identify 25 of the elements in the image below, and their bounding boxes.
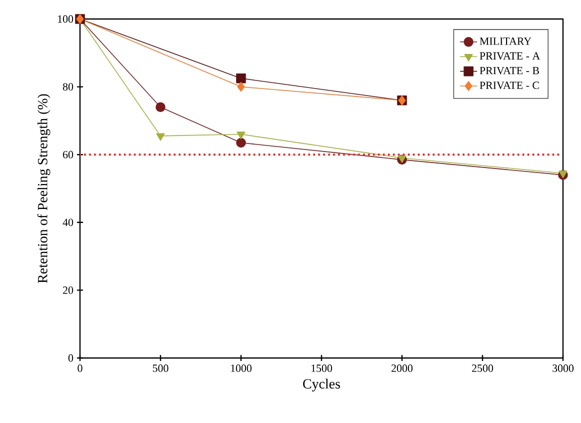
y-tick-label: 60 [63,150,74,158]
point [236,132,246,140]
point [236,138,246,148]
y-tick-label: 0 [68,354,74,362]
legend-label: MILITARY [480,38,532,45]
x-tick-label: 0 [78,364,82,372]
y-tick-label: 100 [58,15,74,23]
legend-label: PRIVATE - A [480,52,540,60]
x-tick-label: 1000 [231,364,252,372]
x-tick-label: 500 [152,364,168,372]
y-tick-label: 40 [62,218,74,226]
y-tick-label: 20 [63,286,74,294]
point [156,102,166,112]
legend-label: PRIVATE - C [480,82,539,90]
point [156,133,165,141]
x-tick-label: 3000 [552,364,574,372]
y-axis-title: Retention of Peeling Strength (%) [37,94,50,283]
y-tick-label: 80 [62,83,74,90]
point [236,73,246,84]
x-axis-title: Cycles [303,378,340,392]
x-tick-label: 1500 [312,364,332,372]
x-tick-label: 2000 [392,364,413,372]
legend-label: PRIVATE - B [480,66,539,74]
point [237,82,245,92]
x-tick-label: 2500 [472,364,494,372]
